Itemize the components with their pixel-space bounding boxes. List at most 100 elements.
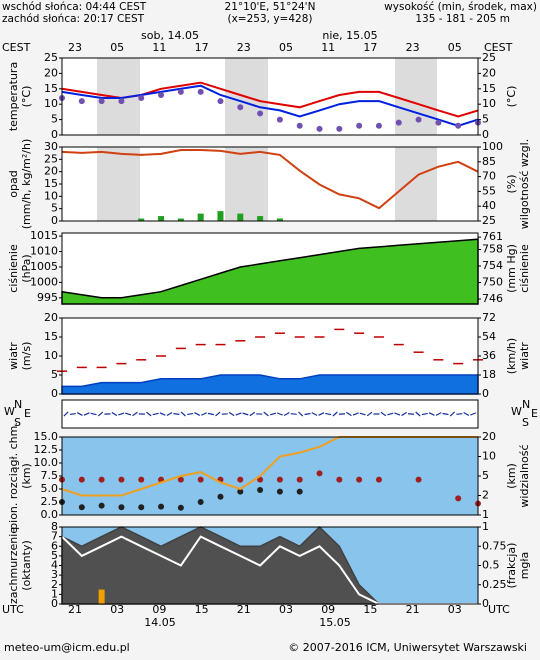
y2-tick-label: 54	[482, 330, 496, 343]
y-axis-label: pion. rozciągł. chm.	[7, 422, 20, 530]
dot	[217, 98, 224, 105]
y2-tick-label: 0	[482, 387, 489, 400]
top-tick-label: 05	[448, 41, 462, 54]
top-tick-label: 23	[237, 41, 251, 54]
wind-arrow	[470, 412, 477, 416]
dot	[395, 119, 402, 126]
panel-frame	[61, 57, 479, 136]
bar	[257, 216, 264, 221]
wind-arrow	[159, 412, 166, 416]
y-tick-label: 5	[51, 202, 58, 215]
y2-tick-label: 10	[482, 97, 496, 110]
y2-tick-label: 0.25	[482, 578, 507, 591]
dot	[78, 98, 85, 105]
y-tick-label: 25	[44, 51, 58, 64]
y2-axis-label: wilgotność wzgl.	[518, 139, 531, 229]
y2-tick-label: 20	[482, 66, 496, 79]
wind-arrow	[442, 412, 449, 416]
y2-axis-label: (km)	[505, 463, 518, 489]
bar	[177, 218, 184, 221]
bottom-tick-label: 09	[321, 603, 335, 616]
line	[61, 84, 479, 127]
bar	[276, 218, 283, 221]
y-axis-label: (km)	[20, 463, 33, 489]
day-label: nie, 15.05	[322, 29, 377, 42]
dot	[98, 476, 105, 483]
wind-arrow	[187, 412, 194, 416]
compass-e: E	[531, 407, 538, 420]
dot	[257, 110, 264, 117]
day-label: 14.05	[144, 616, 176, 629]
dot	[98, 98, 105, 105]
y-tick-label: 30	[44, 140, 58, 153]
y2-axis-label: (°C)	[505, 86, 518, 108]
bottom-zone: UTC	[2, 603, 24, 616]
night-stripe	[225, 147, 268, 221]
dot	[177, 88, 184, 95]
wind-arrow	[311, 412, 318, 416]
bar	[217, 211, 224, 221]
y-tick-label: 2.5	[41, 495, 59, 508]
top-zone: CEST	[484, 41, 513, 54]
dot	[118, 476, 125, 483]
wind-arrow	[207, 412, 214, 416]
y-tick-label: 995	[37, 291, 58, 304]
y-axis-label: (m/s)	[20, 342, 33, 371]
y2-tick-label: 85	[482, 155, 496, 168]
bottom-tick-label: 21	[406, 603, 420, 616]
y-axis-label: (mm/h, kg/m²/h)	[20, 139, 33, 230]
dot	[375, 476, 382, 483]
dot	[356, 122, 363, 129]
dot	[276, 116, 283, 123]
dot	[296, 122, 303, 129]
y-tick-label: 1005	[30, 260, 58, 273]
dot	[336, 476, 343, 483]
compass-n: N	[14, 398, 22, 411]
y-tick-label: 3	[51, 568, 58, 581]
dot	[316, 470, 323, 477]
y-tick-label: 25	[44, 152, 58, 165]
wind-arrow	[166, 411, 173, 417]
dot	[158, 503, 165, 510]
top-tick-label: 11	[321, 41, 335, 54]
top-tick-label: 11	[152, 41, 166, 54]
coords: 21°10'E, 51°24'N	[225, 1, 316, 13]
wind-arrow	[118, 412, 125, 416]
wind-arrow	[173, 413, 180, 415]
dot	[435, 119, 442, 126]
top-tick-label: 17	[363, 41, 377, 54]
y-tick-label: 10	[44, 97, 58, 110]
wind-arrow	[76, 412, 83, 416]
y2-tick-label: 40	[482, 199, 496, 212]
night-stripe	[395, 147, 437, 221]
y2-tick-label: 72	[482, 311, 496, 324]
y-axis-label: temperatura	[7, 62, 20, 131]
y-tick-label: 20	[44, 66, 58, 79]
wind-arrow	[269, 412, 277, 416]
y2-axis-label: (%)	[505, 174, 518, 193]
bottom-tick-label: 21	[237, 603, 251, 616]
y-tick-label: 10.0	[34, 456, 59, 469]
wind-arrow	[97, 411, 104, 417]
bottom-tick-label: 09	[152, 603, 166, 616]
dot	[197, 476, 204, 483]
dot	[197, 499, 204, 505]
y2-tick-label: 5	[482, 113, 489, 126]
panel-background	[62, 437, 478, 515]
y2-tick-label: 36	[482, 349, 496, 362]
panel-frame	[61, 526, 479, 605]
y2-tick-label: 0	[482, 128, 489, 141]
y-tick-label: 4	[51, 559, 58, 572]
footer-copyright: © 2007-2016 ICM, Uniwersytet Warszawski	[288, 641, 527, 654]
y-tick-label: 15.0	[34, 430, 59, 443]
bottom-tick-label: 03	[279, 603, 293, 616]
y2-tick-label: 0.5	[482, 559, 500, 572]
bottom-tick-label: 21	[68, 603, 82, 616]
dot	[375, 122, 382, 129]
y-tick-label: 1	[51, 587, 58, 600]
y2-tick-label: 10	[482, 450, 496, 463]
bar	[138, 218, 145, 221]
y-tick-label: 10	[44, 189, 58, 202]
dot	[356, 476, 363, 483]
